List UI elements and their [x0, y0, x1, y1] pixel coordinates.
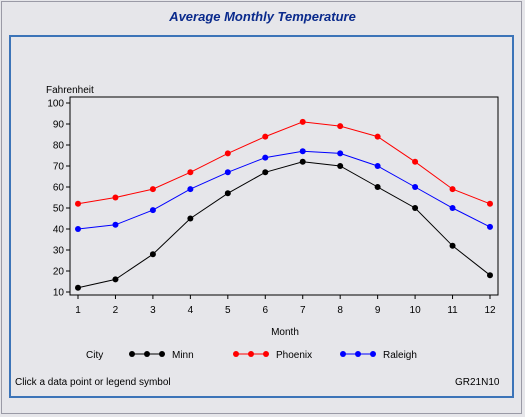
data-point-minn [412, 205, 419, 211]
y-axis-label: Fahrenheit [46, 85, 94, 96]
data-point-minn [449, 242, 456, 249]
legend-marker-phoenix [263, 351, 269, 357]
x-tick-label: 7 [300, 305, 306, 316]
y-tick-label: 30 [53, 246, 65, 257]
data-point-phoenix [262, 133, 269, 140]
data-point-raleigh [149, 207, 156, 214]
data-point-phoenix [449, 186, 456, 193]
y-tick-label: 60 [53, 183, 65, 194]
data-point-phoenix [149, 186, 156, 193]
data-point-phoenix [75, 200, 81, 207]
data-point-raleigh [224, 169, 231, 176]
data-point-raleigh [262, 154, 269, 161]
y-tick-label: 20 [53, 267, 65, 278]
y-tick-label: 70 [53, 162, 65, 173]
chart-title: Average Monthly Temperature [169, 9, 356, 24]
legend-marker-raleigh [340, 351, 346, 357]
data-point-minn [262, 169, 269, 176]
data-point-phoenix [112, 194, 119, 201]
data-point-raleigh [337, 150, 344, 157]
x-tick-label: 1 [75, 305, 81, 316]
y-tick-label: 40 [53, 225, 65, 236]
data-point-raleigh [449, 205, 456, 211]
x-tick-label: 9 [375, 305, 381, 316]
data-point-minn [75, 284, 81, 291]
x-tick-label: 6 [262, 305, 268, 316]
legend-marker-minn [144, 351, 150, 357]
x-tick-label: 8 [337, 305, 343, 316]
data-point-phoenix [487, 200, 493, 207]
legend-title: City [86, 350, 103, 361]
data-point-phoenix [374, 133, 381, 140]
data-point-minn [299, 158, 306, 165]
y-tick-label: 10 [53, 288, 65, 299]
data-point-minn [112, 276, 119, 283]
data-point-phoenix [224, 150, 231, 157]
y-tick-label: 90 [53, 120, 65, 131]
data-point-raleigh [112, 221, 119, 228]
series-line-raleigh [77, 150, 491, 230]
data-point-raleigh [187, 186, 194, 193]
data-point-raleigh [487, 223, 493, 230]
x-tick-label: 2 [113, 305, 119, 316]
legend-marker-phoenix [248, 351, 254, 357]
data-point-raleigh [299, 148, 306, 155]
data-point-phoenix [337, 123, 344, 130]
data-point-raleigh [75, 226, 81, 232]
legend-marker-minn [159, 351, 165, 357]
data-point-minn [374, 184, 381, 190]
y-tick-label: 80 [53, 141, 65, 152]
data-point-minn [487, 272, 493, 279]
legend-marker-phoenix [233, 351, 239, 357]
data-point-minn [224, 190, 231, 197]
data-point-phoenix [299, 118, 306, 125]
y-tick-label: 100 [47, 99, 64, 110]
footer-hint: Click a data point or legend symbol [15, 377, 171, 388]
x-tick-label: 10 [410, 305, 422, 316]
data-point-phoenix [187, 169, 194, 176]
x-tick-label: 5 [225, 305, 231, 316]
series-line-phoenix [77, 121, 491, 205]
x-tick-label: 11 [447, 305, 458, 316]
plot-area [69, 96, 499, 296]
data-point-minn [187, 215, 194, 222]
data-point-minn [149, 251, 156, 258]
data-point-raleigh [412, 184, 419, 190]
data-point-phoenix [412, 158, 419, 165]
legend-marker-minn [129, 351, 135, 357]
x-tick-label: 3 [150, 305, 156, 316]
legend-label-minn: Minn [172, 350, 194, 361]
data-point-minn [337, 163, 344, 169]
data-point-raleigh [374, 163, 381, 169]
legend-marker-raleigh [355, 351, 361, 357]
x-tick-label: 4 [188, 305, 194, 316]
legend-label-phoenix: Phoenix [276, 350, 312, 361]
x-axis-label: Month [271, 327, 299, 338]
x-tick-label: 12 [484, 305, 496, 316]
legend-marker-raleigh [370, 351, 376, 357]
chart-frame [9, 35, 514, 398]
series-line-minn [77, 161, 491, 289]
footer-code: GR21N10 [455, 377, 500, 388]
y-tick-label: 50 [53, 204, 65, 215]
legend-label-raleigh: Raleigh [383, 350, 417, 361]
